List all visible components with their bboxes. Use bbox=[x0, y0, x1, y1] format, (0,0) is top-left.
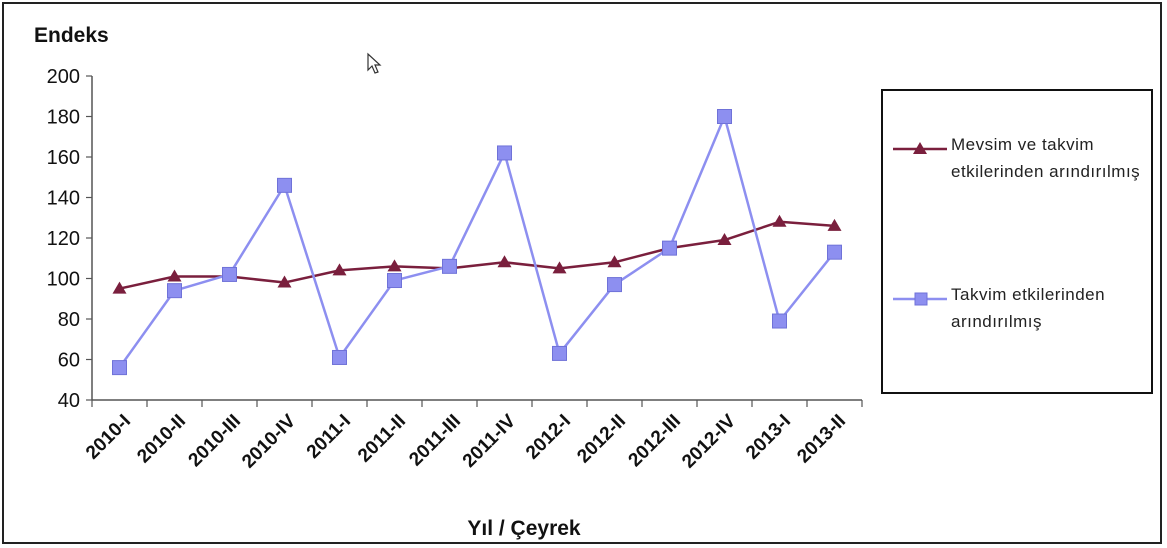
y-tick-label: 180 bbox=[47, 107, 80, 129]
series-1-point bbox=[167, 283, 182, 299]
x-tick-label: 2010-I bbox=[82, 411, 135, 464]
legend-label-seasonal-calendar-adjusted: Mevsim ve takvim etkilerinden arındırılm… bbox=[951, 135, 1141, 181]
x-tick-label: 2012-IV bbox=[678, 410, 740, 472]
series-1-point bbox=[277, 177, 292, 193]
series-0-point bbox=[772, 214, 787, 227]
series-0-point bbox=[607, 255, 622, 268]
legend: Mevsim ve takvim etkilerinden arındırılm… bbox=[881, 89, 1153, 394]
series-1-point bbox=[497, 145, 512, 161]
series-1-point bbox=[662, 240, 677, 256]
series-1-point bbox=[827, 244, 842, 260]
x-tick-label: 2011-II bbox=[354, 411, 410, 467]
legend-label-calendar-adjusted: Takvim etkilerinden arındırılmış bbox=[951, 285, 1106, 331]
series-0-point bbox=[497, 255, 512, 268]
series-0-point bbox=[332, 263, 347, 276]
x-tick-label: 2012-I bbox=[522, 411, 575, 464]
x-tick-label: 2013-II bbox=[793, 411, 850, 468]
x-axis-label: Yıl / Çeyrek bbox=[467, 517, 581, 540]
series-1-point bbox=[552, 345, 567, 361]
series-1-point bbox=[332, 349, 347, 365]
series-0-point bbox=[827, 218, 842, 231]
series-0-point bbox=[552, 261, 567, 274]
series-1-point bbox=[222, 266, 237, 282]
series-0-point bbox=[387, 259, 402, 272]
y-tick-label: 200 bbox=[47, 66, 80, 88]
line-chart: 4060801001201401601802002010-I2010-II201… bbox=[47, 66, 863, 473]
series-1-point bbox=[442, 258, 457, 274]
series-1-point bbox=[717, 109, 732, 124]
legend-swatch-square bbox=[893, 292, 947, 306]
x-tick-label: 2012-III bbox=[625, 411, 685, 471]
legend-swatch-triangle bbox=[893, 142, 947, 154]
y-tick-label: 60 bbox=[58, 350, 80, 372]
series-1-point bbox=[607, 277, 622, 293]
mouse-cursor-icon bbox=[367, 52, 382, 74]
x-tick-label: 2012-II bbox=[573, 411, 630, 468]
series-0-point bbox=[717, 233, 732, 246]
series-line-0 bbox=[119, 220, 835, 290]
series-1-point bbox=[112, 360, 127, 376]
y-tick-label: 80 bbox=[58, 309, 80, 331]
series-0-point bbox=[277, 275, 292, 288]
y-tick-label: 40 bbox=[58, 390, 80, 412]
series-1-point bbox=[387, 273, 402, 289]
y-tick-label: 140 bbox=[47, 188, 80, 210]
x-tick-label: 2011-I bbox=[303, 411, 355, 463]
x-tick-label: 2011-IV bbox=[459, 410, 520, 471]
y-tick-label: 120 bbox=[47, 228, 80, 250]
series-0-point bbox=[167, 269, 182, 282]
x-tick-label: 2010-II bbox=[133, 411, 190, 468]
series-0-point bbox=[112, 281, 127, 294]
y-tick-label: 100 bbox=[47, 269, 80, 291]
x-tick-label: 2010-III bbox=[185, 411, 245, 471]
y-tick-label: 160 bbox=[47, 147, 80, 169]
x-tick-label: 2013-I bbox=[742, 411, 795, 464]
series-1-point bbox=[772, 313, 787, 329]
x-tick-label: 2010-IV bbox=[238, 410, 300, 472]
x-tick-label: 2011-III bbox=[405, 411, 465, 471]
series-line-1 bbox=[118, 115, 836, 369]
y-axis-label: Endeks bbox=[34, 24, 109, 47]
